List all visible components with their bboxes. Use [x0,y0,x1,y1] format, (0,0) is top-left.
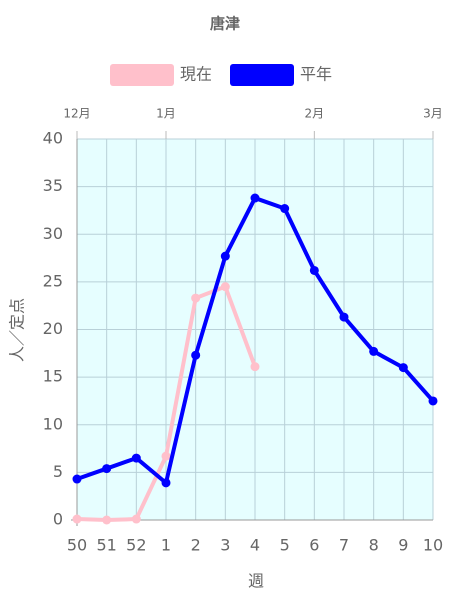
data-point [369,346,379,356]
y-tick-label: 5 [53,462,63,481]
x-tick-label: 9 [398,536,408,555]
data-point [280,204,290,214]
data-point [131,453,141,463]
y-tick-label: 35 [43,176,63,195]
y-axis-label: 人／定点 [8,298,27,362]
x2-tick-label: 12月 [63,107,90,121]
x-tick-label: 1 [161,536,171,555]
chart-title: 唐津 [210,15,240,33]
data-point [339,312,349,322]
legend-label: 平年 [300,65,332,84]
y-tick-label: 15 [43,367,63,386]
legend-swatch [110,64,174,86]
data-point [131,514,141,524]
data-point [309,265,319,275]
data-point [250,362,260,372]
x-tick-label: 7 [339,536,349,555]
data-point [161,451,171,461]
data-point [161,478,171,488]
data-point [428,396,438,406]
y-tick-label: 40 [43,129,63,148]
y-tick-label: 30 [43,224,63,243]
x-tick-label: 51 [96,536,116,555]
data-point [191,293,201,303]
legend-label: 現在 [180,65,212,84]
x-tick-label: 8 [369,536,379,555]
x2-tick-label: 2月 [305,107,325,121]
legend-swatch [230,64,294,86]
x-tick-label: 5 [280,536,290,555]
data-point [220,282,230,292]
data-point [72,514,82,524]
x-tick-label: 10 [423,536,443,555]
data-point [220,251,230,261]
data-point [398,363,408,373]
data-point [250,193,260,203]
x-tick-label: 50 [67,536,87,555]
x2-tick-label: 3月 [423,107,443,121]
x-tick-label: 3 [220,536,230,555]
y-tick-label: 25 [43,271,63,290]
x-tick-label: 4 [250,536,260,555]
data-point [102,515,112,525]
data-point [102,464,112,474]
y-tick-label: 0 [53,510,63,529]
y-tick-label: 10 [43,414,63,433]
data-point [191,350,201,360]
x-tick-label: 52 [126,536,146,555]
x2-tick-label: 1月 [156,107,176,121]
x-axis-label: 週 [248,572,264,591]
x-tick-label: 6 [309,536,319,555]
y-tick-label: 20 [43,319,63,338]
x-tick-label: 2 [191,536,201,555]
data-point [72,474,82,484]
